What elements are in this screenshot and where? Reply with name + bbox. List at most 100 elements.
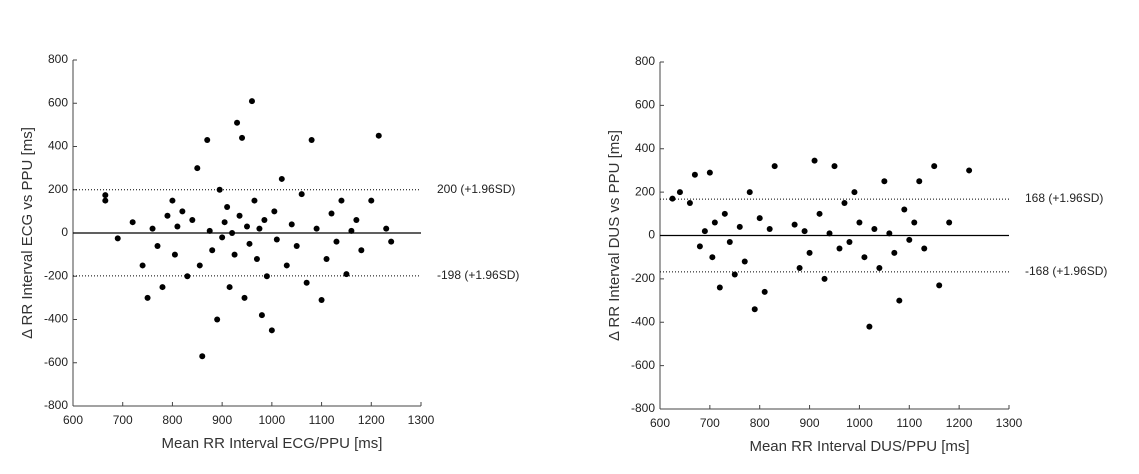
point	[856, 219, 863, 226]
point	[861, 254, 868, 261]
point	[906, 236, 913, 243]
point	[318, 297, 325, 304]
point	[323, 255, 330, 262]
point	[303, 279, 310, 286]
point	[669, 195, 676, 202]
point	[771, 163, 778, 170]
point	[891, 249, 898, 256]
x-tick-label: 1300	[408, 413, 435, 427]
y-tick-label: 600	[48, 95, 68, 109]
point	[726, 239, 733, 246]
point	[756, 215, 763, 222]
point	[184, 273, 191, 280]
y-tick-label: -400	[44, 312, 68, 326]
point	[826, 230, 833, 237]
y-axis-label: Δ RR Interval DUS vs PPU [ms]	[606, 130, 623, 341]
y-tick-label: 800	[48, 52, 68, 66]
point	[194, 165, 201, 172]
point	[946, 219, 953, 226]
point	[261, 217, 268, 224]
point	[721, 210, 728, 217]
y-tick-label: 200	[635, 184, 655, 198]
point	[139, 262, 146, 269]
point	[881, 178, 888, 185]
point	[686, 199, 693, 206]
point	[271, 208, 278, 215]
point	[288, 221, 295, 228]
point	[102, 192, 109, 199]
point	[241, 294, 248, 301]
x-axis-label: Mean RR Interval DUS/PPU [ms]	[749, 438, 969, 455]
point	[901, 206, 908, 213]
reference-label: -198 (+1.96SD)	[437, 268, 519, 282]
point	[273, 236, 280, 243]
point	[846, 239, 853, 246]
point	[179, 208, 186, 215]
y-tick-label: -800	[44, 398, 68, 412]
y-tick-label: 0	[61, 225, 68, 239]
reference-label: 168 (+1.96SD)	[1025, 191, 1103, 205]
point	[209, 247, 216, 254]
point	[216, 186, 223, 193]
point	[709, 254, 716, 261]
point	[791, 221, 798, 228]
point	[239, 134, 246, 141]
x-tick-label: 600	[650, 416, 670, 430]
point	[886, 230, 893, 237]
point	[206, 227, 213, 234]
point	[313, 225, 320, 232]
point	[343, 271, 350, 278]
point	[102, 197, 109, 204]
x-tick-label: 800	[162, 413, 182, 427]
point	[876, 265, 883, 272]
x-tick-label: 700	[113, 413, 133, 427]
point	[236, 212, 243, 219]
reference-label: -168 (+1.96SD)	[1025, 264, 1107, 278]
y-tick-label: 200	[48, 182, 68, 196]
point	[916, 178, 923, 185]
point	[896, 297, 903, 304]
x-tick-label: 1100	[896, 416, 922, 430]
point	[258, 312, 265, 319]
point	[746, 189, 753, 196]
point	[171, 251, 178, 258]
point	[716, 284, 723, 291]
point	[676, 189, 683, 196]
point	[214, 316, 221, 323]
point	[129, 219, 136, 226]
point	[219, 234, 226, 241]
point	[263, 273, 270, 280]
y-tick-label: -200	[44, 268, 68, 282]
point	[144, 294, 151, 301]
point	[293, 242, 300, 249]
point	[806, 249, 813, 256]
point	[761, 288, 768, 295]
point	[224, 204, 231, 211]
y-tick-label: 600	[635, 98, 655, 112]
point	[256, 225, 263, 232]
point	[731, 271, 738, 278]
point	[231, 251, 238, 258]
point	[251, 197, 258, 204]
y-tick-label: -800	[631, 401, 655, 415]
x-axis-label: Mean RR Interval ECG/PPU [ms]	[162, 435, 383, 452]
point	[199, 353, 206, 360]
point	[244, 223, 250, 230]
point	[936, 282, 943, 289]
y-tick-label: 0	[648, 228, 655, 242]
point	[816, 210, 823, 217]
point	[711, 219, 718, 226]
point	[338, 197, 345, 204]
point	[204, 137, 211, 144]
point	[796, 265, 803, 272]
point	[353, 217, 360, 224]
point	[766, 225, 773, 232]
point	[226, 284, 233, 291]
point	[911, 219, 918, 226]
x-tick-label: 800	[750, 416, 770, 430]
point	[169, 197, 176, 204]
x-tick-label: 900	[212, 413, 232, 427]
point	[358, 247, 365, 254]
x-tick-label: 1000	[259, 413, 286, 427]
point	[268, 327, 275, 334]
